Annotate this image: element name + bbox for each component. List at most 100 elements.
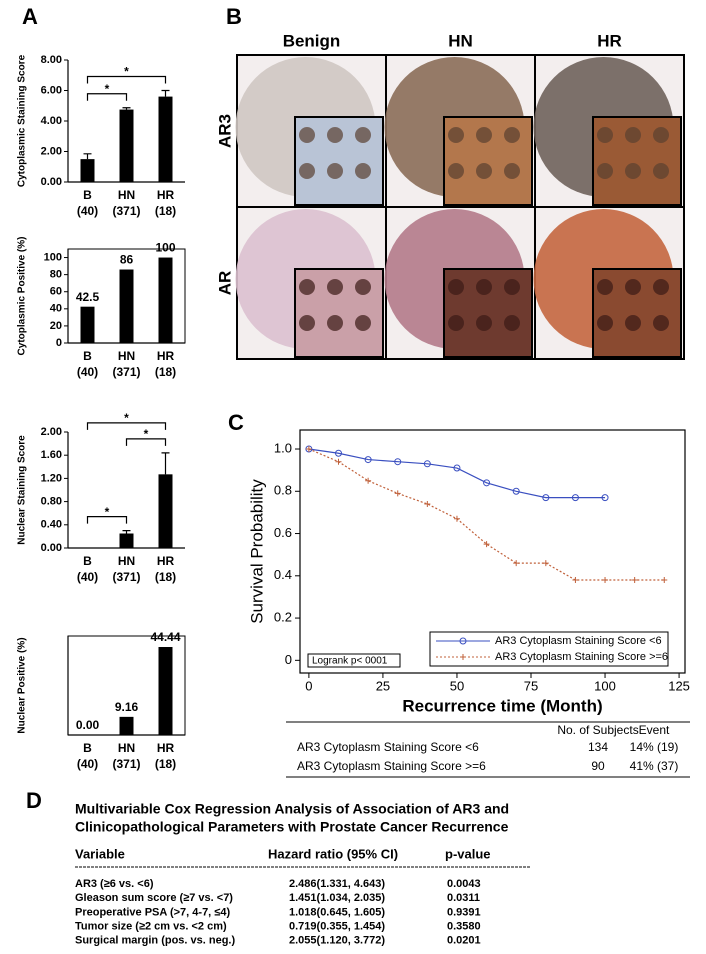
table-cell: 41% (37) [630, 759, 679, 773]
table-cell: Preoperative PSA (>7, 4-7, ≤4) [75, 906, 230, 918]
point-marker [513, 560, 520, 567]
cell-nucleus [327, 163, 343, 179]
cell-nucleus [299, 163, 315, 179]
point-marker [423, 460, 431, 468]
y-tick-label: 0.2 [274, 609, 292, 624]
table-cell: 14% (19) [630, 740, 679, 754]
x-tick-sublabel: (18) [155, 757, 176, 771]
cell-nucleus [355, 127, 371, 143]
y-tick-label: 0.6 [274, 525, 292, 540]
table-cell: 2.055(1.120, 3.772) [289, 935, 385, 947]
y-tick-label: 2.00 [41, 145, 62, 157]
x-tick-label: B [83, 188, 92, 202]
point-marker [602, 577, 609, 584]
point-marker [571, 494, 579, 502]
table-cell: 1.018(0.645, 1.605) [289, 906, 385, 918]
bar [119, 269, 134, 343]
legend-marker [459, 637, 467, 645]
significance-label: * [105, 82, 110, 96]
cell-nucleus [504, 315, 520, 331]
x-tick-label: B [83, 349, 92, 363]
table-header: Hazard ratio (95% CI) [268, 846, 398, 861]
table-cell: 90 [591, 759, 605, 773]
x-tick-label: HR [157, 188, 175, 202]
point-marker [483, 541, 490, 548]
cell-nucleus [504, 279, 520, 295]
point-marker [453, 464, 461, 472]
cell-nucleus [504, 163, 520, 179]
y-tick-label: 0.40 [41, 519, 62, 531]
cell-nucleus [448, 279, 464, 295]
x-tick-label: HR [157, 349, 175, 363]
y-tick-label: 1.20 [41, 472, 62, 484]
x-tick-label: 100 [594, 678, 616, 693]
x-tick-sublabel: (40) [77, 365, 98, 379]
x-tick-label: HN [118, 741, 135, 755]
point-marker [335, 458, 342, 465]
cell-nucleus [476, 315, 492, 331]
y-tick-label: 8.00 [41, 54, 62, 66]
cell-nucleus [355, 315, 371, 331]
y-tick-label: 2.00 [41, 426, 62, 438]
y-tick-label: 0.00 [41, 176, 62, 188]
bar [158, 647, 173, 735]
y-axis-label: Cytoplasmic Staining Score [17, 54, 28, 187]
value-label: 42.5 [76, 290, 100, 304]
cell-nucleus [597, 315, 613, 331]
cell-nucleus [504, 127, 520, 143]
significance-label: * [144, 427, 149, 441]
table-cell: Surgical margin (pos. vs. neg.) [75, 935, 235, 947]
x-tick-label: B [83, 741, 92, 755]
cell-nucleus [355, 279, 371, 295]
x-tick-label: 25 [376, 678, 390, 693]
error-bar [161, 452, 170, 475]
table-title: Clinicopathological Parameters with Pros… [75, 819, 509, 835]
x-tick-label: 75 [524, 678, 538, 693]
bar [158, 96, 173, 182]
value-label: 44.44 [150, 630, 180, 644]
point-marker [335, 449, 342, 457]
table-cell: 0.0201 [447, 935, 481, 947]
cell-nucleus [597, 127, 613, 143]
y-tick-label: 1.60 [41, 449, 62, 461]
table-cell: AR3 Cytoplasm Staining Score <6 [297, 740, 479, 754]
table-header: No. of Subjects [557, 723, 638, 737]
cell-nucleus [653, 315, 669, 331]
point-marker [394, 458, 402, 466]
x-tick-sublabel: (18) [155, 570, 176, 584]
table-header: p-value [445, 846, 491, 861]
row-label: AR3 [215, 114, 234, 148]
x-tick-label: 0 [305, 678, 312, 693]
panel-label: D [26, 788, 42, 813]
value-label: 100 [155, 241, 175, 255]
column-label: Benign [283, 31, 341, 50]
point-marker [542, 494, 550, 502]
cell-nucleus [653, 127, 669, 143]
y-tick-label: 100 [44, 251, 62, 263]
table-cell: Tumor size (≥2 cm vs. <2 cm) [75, 921, 227, 933]
legend-marker [460, 654, 466, 660]
y-tick-label: 0 [56, 337, 62, 349]
point-marker [572, 577, 579, 584]
x-tick-label: HR [157, 741, 175, 755]
y-tick-label: 0.4 [274, 567, 292, 582]
point-marker [661, 577, 668, 584]
error-bar [122, 530, 131, 534]
panel-label: A [22, 4, 38, 29]
table-cell: 1.451(1.034, 2.035) [289, 892, 385, 904]
significance-label: * [105, 505, 110, 519]
x-tick-label: HN [118, 188, 135, 202]
cell-nucleus [327, 127, 343, 143]
value-label: 9.16 [115, 700, 139, 714]
y-tick-label: 0.8 [274, 483, 292, 498]
bar [158, 257, 173, 343]
x-tick-label: 50 [450, 678, 464, 693]
table-header: Variable [75, 846, 125, 861]
point-marker [601, 494, 609, 502]
row-label: AR [215, 271, 234, 296]
table-cell: 0.9391 [447, 906, 481, 918]
y-tick-label: 40 [50, 303, 62, 315]
y-tick-label: 6.00 [41, 84, 62, 96]
point-marker [365, 477, 372, 484]
y-tick-label: 4.00 [41, 115, 62, 127]
